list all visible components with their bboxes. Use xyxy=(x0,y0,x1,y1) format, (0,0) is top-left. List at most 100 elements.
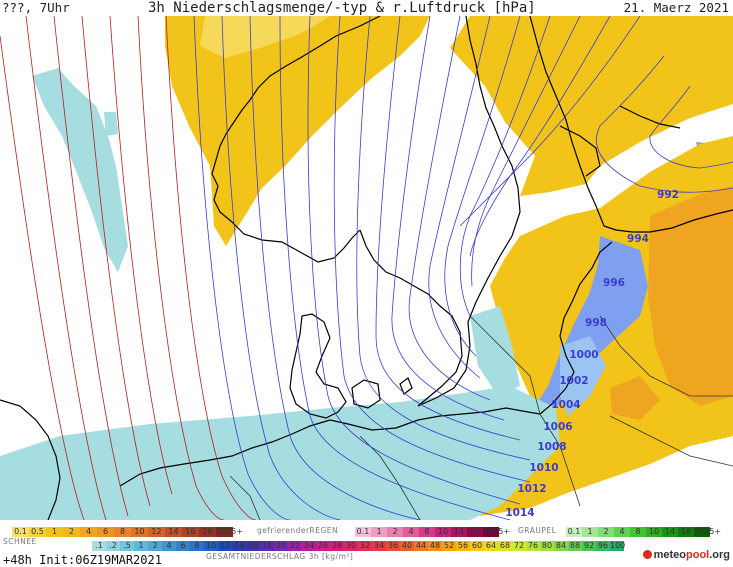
tot-cell: 6 xyxy=(176,541,190,551)
tot-cell: 20 xyxy=(274,541,288,551)
tot-cell: 68 xyxy=(498,541,512,551)
rain-cell: 16 xyxy=(182,527,199,537)
tot-cell: 56 xyxy=(456,541,470,551)
precip-atlantic-snow xyxy=(32,68,128,272)
isobar-label-1008: 1008 xyxy=(537,441,566,453)
isobars xyxy=(193,16,733,520)
tot-cell: 40 xyxy=(400,541,414,551)
precip-poland-snow xyxy=(530,236,648,414)
frz-cell: 0.1 xyxy=(355,527,371,537)
rain-cell: 12 xyxy=(148,527,165,537)
frz-cell: 4 xyxy=(403,527,419,537)
tot-cell: 26 xyxy=(316,541,330,551)
tot-cell: 80 xyxy=(540,541,554,551)
tot-cell: 60 xyxy=(470,541,484,551)
rain-cell: 0.5 xyxy=(29,527,46,537)
tot-cell: 4 xyxy=(162,541,176,551)
tot-cell: 44 xyxy=(414,541,428,551)
tot-cell: 30 xyxy=(344,541,358,551)
precip-northeast-rain xyxy=(450,16,733,196)
tot-cell: 84 xyxy=(554,541,568,551)
meteopool-logo[interactable]: meteopool.org xyxy=(642,549,730,561)
grp-cell: 14 xyxy=(662,527,678,537)
tot-cell: 64 xyxy=(484,541,498,551)
tot-cell: 2 xyxy=(148,541,162,551)
tot-cell: 1 xyxy=(134,541,148,551)
grp-cell: 4 xyxy=(614,527,630,537)
rain-scale: 0.1 0.5 1 2 4 6 8 10 12 14 16 18 2025+ xyxy=(12,527,244,537)
tot-cell: 32 xyxy=(358,541,372,551)
frz-cell: 1 xyxy=(371,527,387,537)
grp-cell: 10 xyxy=(646,527,662,537)
precip-poland-snow-light xyxy=(560,336,606,416)
grp-cell: 16 xyxy=(678,527,694,537)
map-title: 3h Niederschlagsmenge/-typ & r.Luftdruck… xyxy=(148,0,536,16)
tot-cell: 96 xyxy=(596,541,610,551)
tot-cell: 52 xyxy=(442,541,456,551)
precip-norway-rain-light xyxy=(200,16,330,58)
rain-cell: 8 xyxy=(114,527,131,537)
tot-cell: 16 xyxy=(246,541,260,551)
tot-cell: 22 xyxy=(288,541,302,551)
rain-cell: 10 xyxy=(131,527,148,537)
isobar-label-1010: 1010 xyxy=(529,462,558,474)
tot-cell: 10 xyxy=(204,541,218,551)
isobar-labels: 992 994 996 998 1000 1002 1004 1006 1008 1010 1012… xyxy=(505,189,679,519)
precip-atlantic-snow-2 xyxy=(104,112,118,136)
tot-cell: 36 xyxy=(386,541,400,551)
tot-cell: 34 xyxy=(372,541,386,551)
tot-cell: 14 xyxy=(232,541,246,551)
freezing-rain-label: gefrierenderREGEN xyxy=(257,526,339,535)
total-precip-scale: .1.2.5 1 2 4 6 8 10 12 14 16 18 20 22 24 26 28 30 32 34 36 4… xyxy=(92,541,626,551)
isobar-label-1014: 1014 xyxy=(505,507,534,519)
tot-cell: 88 xyxy=(568,541,582,551)
rain-cell: 6 xyxy=(97,527,114,537)
total-precip-label: GESAMTNIEDERSCHLAG 3h [kg/m²] xyxy=(206,552,354,561)
legend: 0.1 0.5 1 2 4 6 8 10 12 14 16 18 2025+ gefrierenderR… xyxy=(0,520,733,566)
tot-cell: 100 xyxy=(610,541,626,551)
isobar-label-1006: 1006 xyxy=(543,421,572,433)
tot-cell: 12 xyxy=(218,541,232,551)
rain-cell: 2025+ xyxy=(216,527,244,537)
frz-cell: 2025+ xyxy=(483,527,511,537)
tot-cell: 48 xyxy=(428,541,442,551)
tot-cell: 18 xyxy=(260,541,274,551)
isobar-label-996: 996 xyxy=(603,277,625,289)
rain-cell: 1 xyxy=(46,527,63,537)
tot-cell: 24 xyxy=(302,541,316,551)
frz-cell: 10 xyxy=(435,527,451,537)
isobar-label-1002: 1002 xyxy=(559,375,588,387)
precip-east-rain-heavy-2 xyxy=(610,376,660,420)
rain-cell: 2 xyxy=(63,527,80,537)
frz-cell: 14 xyxy=(451,527,467,537)
tot-cell: 92 xyxy=(582,541,596,551)
tot-cell: 72 xyxy=(512,541,526,551)
tot-cell: .2 xyxy=(106,541,120,551)
rain-cell: 4 xyxy=(80,527,97,537)
high-pressure-isobars xyxy=(0,16,257,520)
weather-map: 992 994 996 998 1000 1002 1004 1006 1008 1010 1012… xyxy=(0,16,733,520)
grp-cell: 2025+ xyxy=(694,527,722,537)
valid-time-label: ???, 7Uhr xyxy=(2,0,70,15)
isobar-label-992: 992 xyxy=(657,189,679,201)
graupel-label: GRAUPEL xyxy=(518,526,557,535)
tot-cell: .1 xyxy=(92,541,106,551)
frz-cell: 8 xyxy=(419,527,435,537)
tot-cell: .5 xyxy=(120,541,134,551)
snow-label: SCHNEE xyxy=(3,537,37,546)
isobar-label-1012: 1012 xyxy=(517,483,546,495)
frz-cell: 2 xyxy=(387,527,403,537)
isobar-label-1004: 1004 xyxy=(551,399,580,411)
logo-dot-icon xyxy=(642,550,652,559)
grp-cell: 0.1 xyxy=(566,527,582,537)
isobar-label-998: 998 xyxy=(585,317,607,329)
tot-cell: 28 xyxy=(330,541,344,551)
grp-cell: 2 xyxy=(598,527,614,537)
rain-cell: 14 xyxy=(165,527,182,537)
map-date: 21. Maerz 2021 xyxy=(623,0,729,15)
grp-cell: 1 xyxy=(582,527,598,537)
tot-cell: 8 xyxy=(190,541,204,551)
graupel-scale: 0.1 1 2 4 8 10 14 16 2025+ xyxy=(566,527,722,537)
rain-cell: 0.1 xyxy=(12,527,29,537)
precip-east-rain-heavy xyxy=(648,186,733,406)
